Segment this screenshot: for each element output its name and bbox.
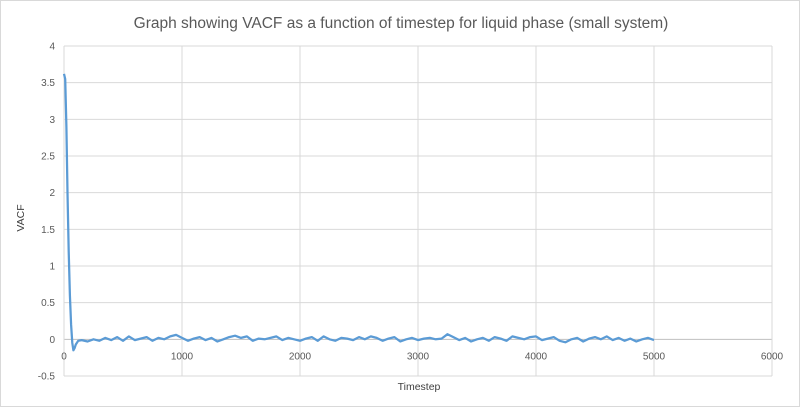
- y-tick-label: 3.5: [41, 78, 55, 89]
- y-tick-label: 2.5: [41, 152, 55, 163]
- y-tick-label: 4: [49, 42, 55, 53]
- y-tick-label: 2: [49, 188, 55, 199]
- x-tick-label: 6000: [761, 351, 784, 362]
- chart-title: Graph showing VACF as a function of time…: [134, 15, 669, 32]
- x-axis-ticks: 0 1000 2000 3000 4000 5000 6000: [61, 351, 783, 362]
- y-tick-label: 0.5: [41, 298, 55, 309]
- x-tick-label: 0: [61, 351, 67, 362]
- x-tick-label: 4000: [525, 351, 548, 362]
- x-tick-label: 3000: [407, 351, 430, 362]
- x-tick-label: 2000: [289, 351, 312, 362]
- x-tick-label: 1000: [171, 351, 194, 362]
- x-tick-label: 5000: [643, 351, 666, 362]
- y-tick-label: 3: [49, 115, 55, 126]
- y-tick-label: 1: [49, 262, 55, 273]
- y-tick-label: 1.5: [41, 225, 55, 236]
- y-tick-label: 0: [49, 335, 55, 346]
- series-line-vacf: [62, 73, 655, 352]
- y-axis-ticks: -0.5 0 0.5 1 1.5 2 2.5 3 3.5 4: [38, 42, 56, 383]
- y-tick-label: -0.5: [38, 372, 56, 383]
- y-axis-label: VACF: [15, 204, 27, 231]
- x-axis-label: Timestep: [398, 381, 441, 393]
- gridlines: [63, 45, 773, 377]
